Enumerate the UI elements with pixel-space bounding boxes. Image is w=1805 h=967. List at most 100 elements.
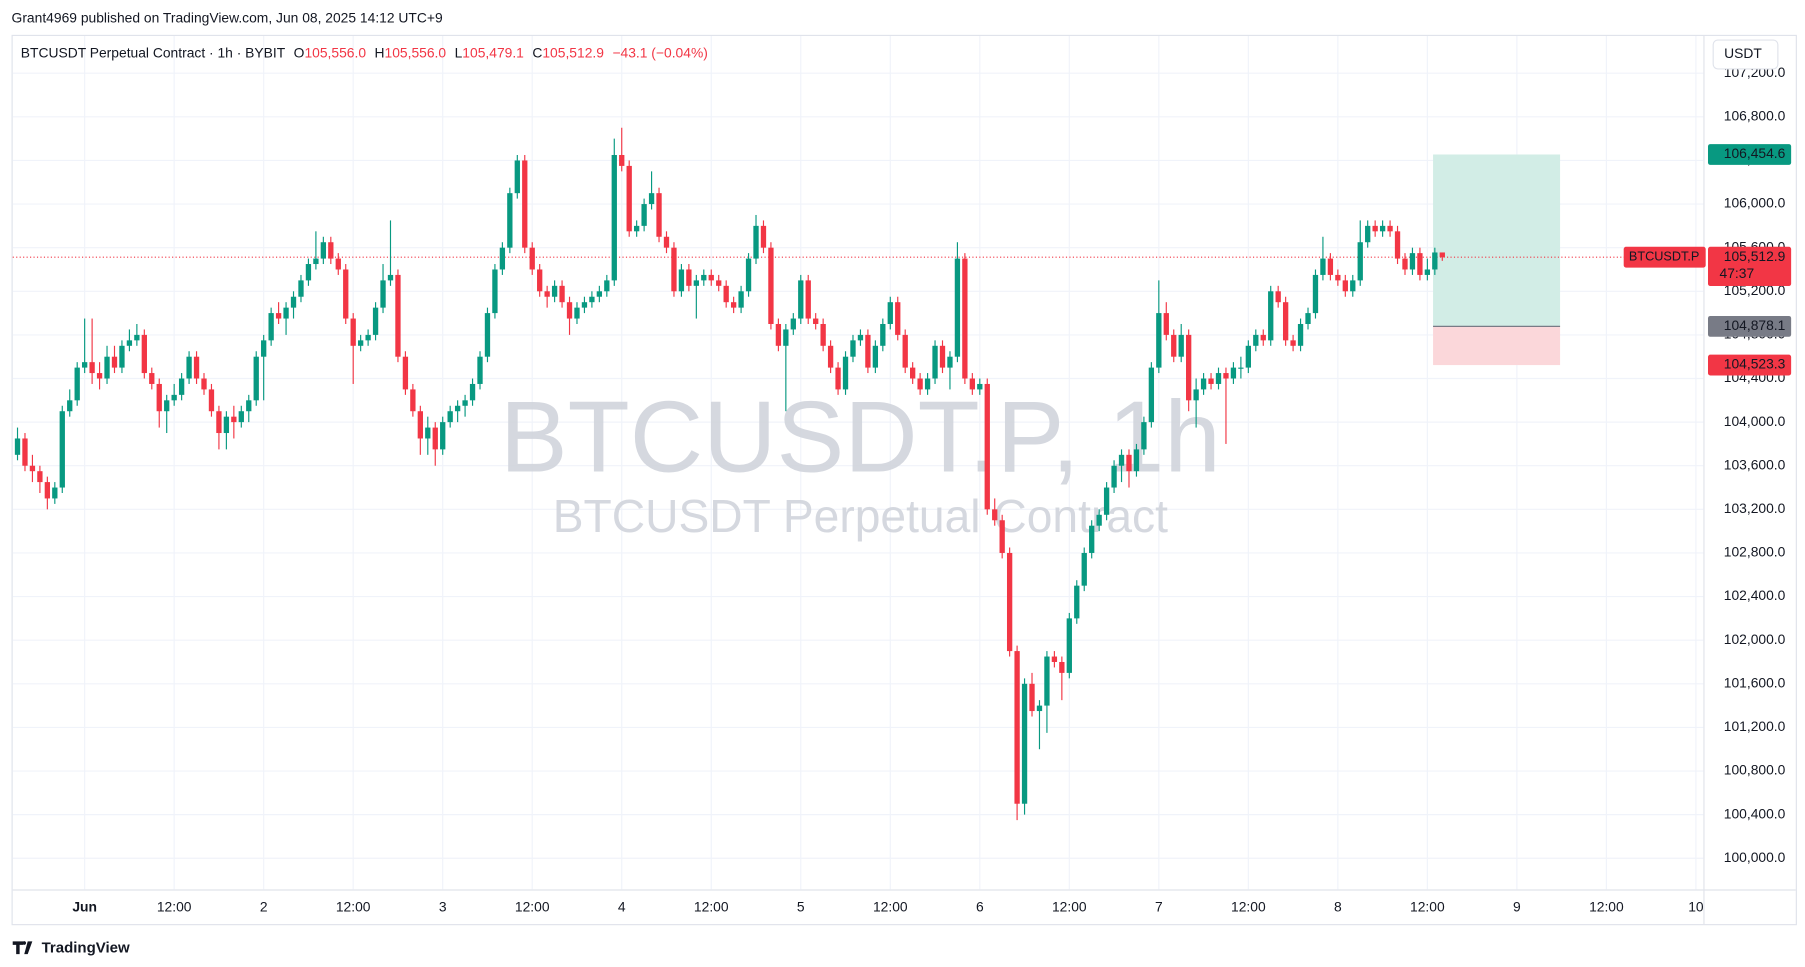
candle-body (290, 296, 297, 308)
candle-body (462, 400, 468, 406)
candle-body (753, 225, 759, 259)
currency-button[interactable] (1712, 39, 1779, 70)
candle-body (432, 427, 438, 450)
candle-body (1051, 656, 1058, 662)
candle-body (1268, 291, 1274, 341)
x-tick-label: 12:00 (1052, 899, 1087, 915)
candle-body (783, 329, 789, 346)
candle-body (350, 318, 356, 346)
candle-body (1215, 373, 1222, 384)
y-tick-label: 100,400.0 (1724, 805, 1786, 821)
candle-body (969, 378, 975, 390)
candle-body (119, 345, 125, 368)
candle-body (1238, 367, 1244, 369)
candle-body (52, 487, 58, 499)
publish-info: Grant4969 published on TradingView.com, … (12, 9, 443, 25)
candle-body (1111, 465, 1117, 488)
candle-body (261, 340, 267, 357)
target-label-bg (1707, 144, 1792, 165)
candle-body (96, 373, 103, 379)
candle-body (305, 264, 312, 281)
candle-body (678, 269, 685, 292)
candle-body (559, 285, 565, 303)
candle-body (1148, 367, 1155, 423)
candle-body (895, 302, 901, 335)
candle-body (1365, 225, 1371, 243)
candle-body (917, 378, 923, 390)
candle-body (835, 367, 841, 390)
candle-body (1372, 225, 1378, 232)
legend-value: 105,556.0 (385, 44, 447, 60)
target-label: 106,454.6 (1724, 145, 1786, 161)
candle-body (581, 302, 588, 308)
candle-body (1394, 231, 1401, 259)
candle-body (962, 258, 968, 379)
candle-body (701, 274, 707, 281)
candle-body (686, 269, 692, 286)
candle-body (977, 383, 983, 390)
candle-body (447, 411, 453, 423)
candle-body (1275, 291, 1281, 303)
candle-body (425, 427, 431, 439)
candle-body (522, 160, 528, 248)
candle-body (417, 411, 423, 439)
candle-body (656, 193, 662, 237)
x-tick-label: 12:00 (157, 899, 192, 915)
x-tick-label: 12:00 (515, 899, 550, 915)
legend-key: L (455, 44, 463, 60)
stop-label: 104,523.3 (1724, 356, 1786, 372)
candle-body (507, 193, 513, 248)
grid (12, 36, 1704, 890)
candle-body (790, 318, 796, 330)
y-tick-label: 103,600.0 (1724, 456, 1786, 472)
legend-key: C (532, 44, 542, 60)
legend: BTCUSDT Perpetual Contract · 1h · BYBIT … (21, 44, 708, 60)
candle-body (67, 400, 73, 412)
candle-body (365, 334, 371, 341)
candle-body (320, 242, 327, 259)
candle-body (283, 307, 289, 319)
candle-body (910, 367, 916, 379)
candle-body (1417, 253, 1423, 275)
candle-body (126, 340, 133, 346)
candle-body (708, 274, 714, 281)
candle-body (1223, 373, 1229, 379)
candle-body (738, 291, 744, 308)
candle-body (343, 269, 349, 319)
candle-body (477, 356, 483, 384)
candle-body (663, 236, 670, 248)
candle-body (820, 323, 826, 346)
candle-body (865, 334, 871, 368)
candle-body (171, 394, 177, 401)
candle-body (1245, 345, 1251, 368)
y-tick-label: 104,000.0 (1724, 413, 1786, 429)
candle-body (529, 247, 535, 270)
currency-label[interactable]: USDT (1724, 45, 1762, 61)
candle-body (827, 345, 834, 368)
candle-body (641, 204, 647, 226)
candle-body (313, 258, 319, 265)
candle-body (596, 291, 603, 297)
x-tick-label: 7 (1155, 899, 1163, 915)
candle-body (484, 313, 491, 357)
candle-body (589, 296, 595, 303)
candle-body (1089, 525, 1095, 553)
candle-body (208, 389, 215, 412)
candle-body (186, 356, 192, 379)
y-tick-label: 102,400.0 (1724, 587, 1786, 603)
candle-body (671, 247, 677, 292)
candle-body (1029, 683, 1035, 712)
candle-body (880, 323, 886, 346)
candle-body (723, 285, 729, 303)
candle-body (768, 247, 774, 324)
legend-value: 105,479.1 (462, 44, 524, 60)
candle-body (1327, 258, 1334, 275)
y-tick-label: 102,800.0 (1724, 544, 1786, 560)
symbol-info: BTCUSDT Perpetual Contract · 1h · BYBIT (21, 44, 286, 60)
candle-body (1171, 334, 1177, 357)
candle-body (648, 193, 655, 205)
x-tick-label: 12:00 (1589, 899, 1624, 915)
candle-body (954, 258, 961, 357)
legend-key: H (375, 44, 385, 60)
